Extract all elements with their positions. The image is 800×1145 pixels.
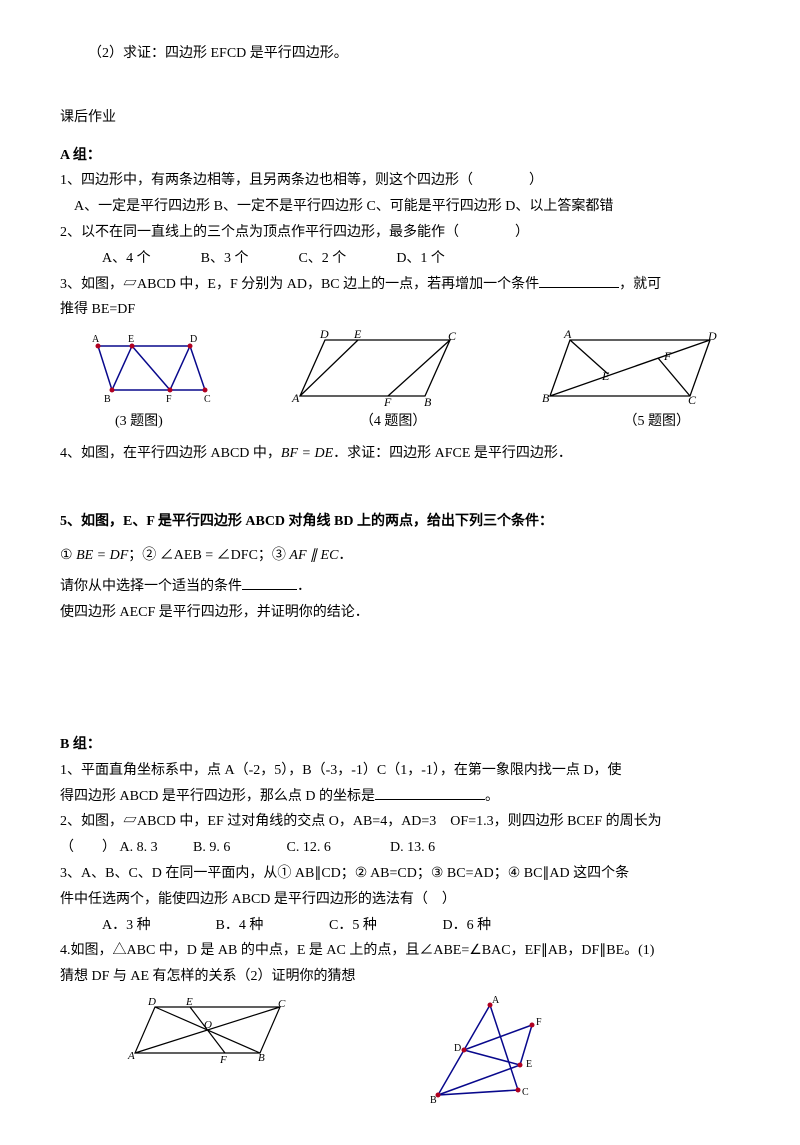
svg-text:D: D <box>190 334 197 345</box>
a-q5-a: 5、如图，E、F 是平行四边形 ABCD 对角线 BD 上的两点，给出下列三个条… <box>60 514 553 529</box>
group-b-label: B 组： <box>60 733 740 757</box>
a-q3-blank <box>539 273 619 288</box>
b-q3-B: B．4 种 <box>216 914 326 938</box>
homework-title: 课后作业 <box>60 106 740 130</box>
caption-row: (3 题图) （4 题图） （5 题图） <box>60 410 740 434</box>
a-q2-opt-b: B、3 个 <box>201 247 249 271</box>
svg-text:E: E <box>353 328 362 341</box>
b-q3-D: D．6 种 <box>443 914 553 938</box>
svg-text:B: B <box>424 395 432 408</box>
cap4: （4 题图） <box>360 410 427 434</box>
svg-text:A: A <box>127 1050 135 1062</box>
b-q4-b: 猜想 DF 与 AE 有怎样的关系（2）证明你的猜想 <box>60 965 740 989</box>
svg-text:B: B <box>430 1095 437 1105</box>
b-q3-C: C．5 种 <box>329 914 439 938</box>
a-q1: 1、四边形中，有两条边相等，且另两条边也相等，则这个四边形（ ） <box>60 169 740 193</box>
a-q5-b4: AF ∥ EC <box>289 548 338 563</box>
svg-text:C: C <box>448 329 457 343</box>
svg-text:C: C <box>688 393 697 407</box>
svg-text:A: A <box>92 334 100 345</box>
figB4: A F D E B C <box>420 995 560 1105</box>
a-q3-text-b: ，就可 <box>619 277 661 292</box>
svg-text:E: E <box>601 369 610 383</box>
b-q2-opts: （ ） A. 8. 3 B. 9. 6 C. 12. 6 D. 13. 6 <box>60 836 740 860</box>
a-q2: 2、以不在同一直线上的三个点为顶点作平行四边形，最多能作（ ） <box>60 221 740 245</box>
a-q5-blank <box>242 575 297 590</box>
figure-row: A E D B F C D E C A F B <box>70 328 730 408</box>
b-q1-b: 得四边形 ABCD 是平行四边形，那么点 D 的坐标是 <box>60 789 375 804</box>
svg-text:B: B <box>104 394 111 405</box>
svg-text:E: E <box>128 334 134 345</box>
svg-text:C: C <box>278 998 286 1010</box>
a-q3: 3、如图，▱ABCD 中，E，F 分别为 AD，BC 边上的一点，若再增加一个条… <box>60 273 740 297</box>
a-q2-options: A、4 个 B、3 个 C、2 个 D、1 个 <box>60 247 740 271</box>
svg-text:O: O <box>204 1019 212 1031</box>
a-q3-text-a: 3、如图，▱ABCD 中，E，F 分别为 AD，BC 边上的一点，若再增加一个条… <box>60 277 539 292</box>
a-q2-opt-d: D、1 个 <box>396 247 445 271</box>
a-q5-conds: ① BE = DF；② ∠AEB = ∠DFC；③ AF ∥ EC． <box>60 544 740 568</box>
b-q3-opts: A．3 种 B．4 种 C．5 种 D．6 种 <box>60 914 740 938</box>
a-q5-b2: BE = DF <box>76 548 128 563</box>
b-q2-pre: （ ） <box>60 840 116 855</box>
a-q4-a: 4、如图，在平行四边形 ABCD 中， <box>60 446 281 461</box>
svg-text:A: A <box>492 995 500 1006</box>
svg-text:B: B <box>258 1052 265 1064</box>
a-q4: 4、如图，在平行四边形 ABCD 中，BF = DE．求证：四边形 AFCE 是… <box>60 442 740 466</box>
svg-text:D: D <box>319 328 329 341</box>
a-q5-b3: ；② ∠AEB = ∠DFC；③ <box>128 548 289 563</box>
svg-text:D: D <box>707 329 717 343</box>
cap5: （5 题图） <box>623 410 690 434</box>
a-q5-e: 使四边形 AECF 是平行四边形，并证明你的结论． <box>60 601 740 625</box>
b-q2-D: D. 13. 6 <box>390 836 480 860</box>
group-a-label: A 组： <box>60 144 740 168</box>
svg-text:D: D <box>454 1043 461 1054</box>
b-q4-a: 4.如图，△ABC 中，D 是 AB 的中点，E 是 AC 上的点，且∠ABE=… <box>60 939 740 963</box>
a-q5: 5、如图，E、F 是平行四边形 ABCD 对角线 BD 上的两点，给出下列三个条… <box>60 510 740 534</box>
a-q2-opt-a: A、4 个 <box>102 247 151 271</box>
b-q3-A: A．3 种 <box>102 914 212 938</box>
svg-text:A: A <box>563 328 572 341</box>
a-q5-d: ． <box>297 579 311 594</box>
a-q1-options: A、一定是平行四边形 B、一定不是平行四边形 C、可能是平行四边形 D、以上答案… <box>60 195 740 219</box>
a-q4-b: BF = DE <box>281 446 333 461</box>
b-q1-blank <box>375 785 485 800</box>
svg-text:E: E <box>185 996 193 1008</box>
b-q1-line2: 得四边形 ABCD 是平行四边形，那么点 D 的坐标是 。 <box>60 785 740 809</box>
svg-text:B: B <box>542 391 550 405</box>
svg-text:F: F <box>383 395 392 408</box>
a-q4-c: ．求证：四边形 AFCE 是平行四边形． <box>333 446 572 461</box>
fig5: A D B C E F <box>530 328 730 408</box>
a-q5-b5: ． <box>338 548 352 563</box>
svg-text:F: F <box>219 1054 227 1065</box>
fig4: D E C A F B <box>280 328 480 408</box>
svg-text:C: C <box>204 394 211 405</box>
b-q2-C: C. 12. 6 <box>287 836 387 860</box>
figB2: D E C A F B O <box>120 995 300 1105</box>
b-q1-a: 1、平面直角坐标系中，点 A（-2，5），B（-3，-1）C（1，-1），在第一… <box>60 759 740 783</box>
svg-text:F: F <box>663 349 672 363</box>
b-q1-c: 。 <box>485 789 499 804</box>
fig3: A E D B F C <box>70 328 230 408</box>
b-q2-a: 2、如图，▱ABCD 中，EF 过对角线的交点 O，AB=4，AD=3 OF=1… <box>60 810 740 834</box>
a-q5-b1: ① <box>60 548 76 563</box>
cap3: (3 题图) <box>115 410 163 434</box>
svg-text:D: D <box>147 996 156 1008</box>
b-q3-a: 3、A、B、C、D 在同一平面内，从① AB∥CD；② AB=CD；③ BC=A… <box>60 862 740 886</box>
a-q3-line2: 推得 BE=DF <box>60 298 740 322</box>
b-q2-B: B. 9. 6 <box>193 836 283 860</box>
figure-row-2: D E C A F B O A F D E B C <box>60 995 740 1105</box>
svg-text:A: A <box>291 391 300 405</box>
svg-text:F: F <box>166 394 172 405</box>
problem-2-text: （2）求证：四边形 EFCD 是平行四边形。 <box>60 42 740 66</box>
a-q5-choose: 请你从中选择一个适当的条件 ． <box>60 575 740 599</box>
a-q2-opt-c: C、2 个 <box>298 247 346 271</box>
svg-text:F: F <box>536 1017 542 1028</box>
a-q5-c: 请你从中选择一个适当的条件 <box>60 579 242 594</box>
svg-text:C: C <box>522 1087 529 1098</box>
b-q3-b: 件中任选两个，能使四边形 ABCD 是平行四边形的选法有（ ） <box>60 888 740 912</box>
svg-text:E: E <box>526 1059 532 1070</box>
b-q2-A: A. 8. 3 <box>120 836 190 860</box>
